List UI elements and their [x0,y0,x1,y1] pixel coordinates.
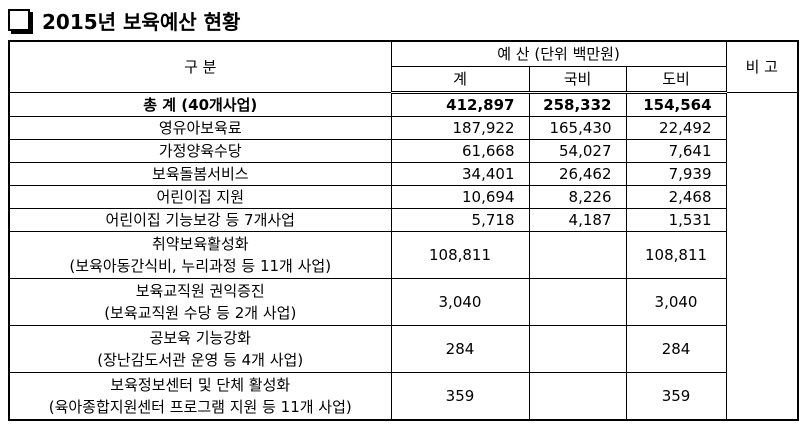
table-row: 영유아보육료 187,922 165,430 22,492 [8,116,798,140]
row-label: 보육돌봄서비스 [8,162,392,186]
amount-cell: 3,040 [625,278,727,326]
amount-cell: 10,694 [390,185,530,209]
table-row: 어린이집 지원 10,694 8,226 2,468 [8,185,798,209]
header-cell: 계 [390,66,530,94]
amount-cell [528,231,627,279]
table-row: 보육정보센터 및 단체 활성화 (육아종합지원센터 프로그램 지원 등 11개 사… [8,372,798,421]
header-cell: 도비 [625,66,727,94]
amount-cell: 108,811 [625,231,727,279]
header-unit: (단위 백만원) [534,45,620,63]
row-label: 총 계 (40개사업) [8,92,392,117]
amount-cell: 165,430 [528,116,627,140]
amount-cell: 7,641 [625,139,727,163]
table-row: 가정양육수당 61,668 54,027 7,641 [8,139,798,163]
amount-cell: 7,939 [625,162,727,186]
row-label: 영유아보육료 [8,116,392,140]
amount-cell: 1,531 [625,208,727,232]
label-line: (장난감도서관 운영 등 4개 사업) [97,351,304,369]
row-label: 어린이집 기능보강 등 7개사업 [8,208,392,232]
amount-cell: 258,332 [528,92,627,117]
remarks-cell [725,92,799,421]
header-row: 계 국비 도비 [9,66,798,94]
amount-cell: 359 [390,372,530,421]
amount-cell: 187,922 [390,116,530,140]
row-label: 공보육 기능강화 (장난감도서관 운영 등 4개 사업) [8,325,392,373]
header-text: 예 산 [497,45,530,63]
header-cell: 구 분 [8,40,392,93]
amount-cell: 61,668 [390,139,530,163]
header-cell: 비 고 [725,40,799,93]
label-line: (육아종합지원센터 프로그램 지원 등 11개 사업) [48,398,352,416]
amount-cell: 22,492 [625,116,727,140]
row-label: 취약보육활성화 (보육아동간식비, 누리과정 등 11개 사업) [8,231,392,279]
label-line: (보육교직원 수당 등 2개 사업) [104,304,297,322]
label-line: 보육정보센터 및 단체 활성화 [110,376,291,394]
amount-cell: 412,897 [390,92,530,117]
budget-table: 구 분 예 산 (단위 백만원) 비 고 계 국비 도비 총 계 (40개사업)… [8,40,800,421]
header-cell: 국비 [528,66,627,94]
table-row: 보육돌봄서비스 34,401 26,462 7,939 [8,162,798,186]
amount-cell: 8,226 [528,185,627,209]
row-label: 보육정보센터 및 단체 활성화 (육아종합지원센터 프로그램 지원 등 11개 사… [8,372,392,421]
label-line: 영유아보육료 [158,119,242,137]
label-line: 총 계 (40개사업) [143,95,258,114]
amount-cell: 284 [625,325,727,373]
table-body: 총 계 (40개사업) 412,897 258,332 154,564 영유아보육료 18… [8,92,799,421]
row-label: 어린이집 지원 [8,185,392,209]
table-row: 공보육 기능강화 (장난감도서관 운영 등 4개 사업) 284 284 [8,325,798,373]
amount-cell: 154,564 [625,92,727,117]
amount-cell: 284 [390,325,530,373]
row-label: 보육교직원 권익증진 (보육교직원 수당 등 2개 사업) [8,278,392,326]
table-row: 어린이집 기능보강 등 7개사업 5,718 4,187 1,531 [8,208,798,232]
label-line: 어린이집 기능보강 등 7개사업 [105,211,295,229]
label-line: 취약보육활성화 [151,235,249,253]
title: 2015년 보육예산 현황 [42,9,241,34]
amount-cell: 2,468 [625,185,727,209]
amount-cell: 34,401 [390,162,530,186]
amount-cell: 108,811 [390,231,530,279]
table-row: 총 계 (40개사업) 412,897 258,332 154,564 [8,92,799,421]
label-line: 가정양육수당 [158,142,242,160]
label-line: 공보육 기능강화 [149,329,251,347]
header-row: 구 분 예 산 (단위 백만원) 비 고 [8,40,799,93]
header-cell: 예 산 (단위 백만원) [390,40,727,67]
amount-cell: 54,027 [528,139,627,163]
amount-cell: 359 [625,372,727,421]
table-row: 취약보육활성화 (보육아동간식비, 누리과정 등 11개 사업) 108,811 10… [8,231,798,279]
amount-cell [528,372,627,421]
amount-cell: 4,187 [528,208,627,232]
amount-cell: 26,462 [528,162,627,186]
label-line: 보육교직원 권익증진 [135,282,265,300]
amount-cell: 3,040 [390,278,530,326]
label-line: 어린이집 지원 [156,188,245,206]
amount-cell [528,325,627,373]
title-bar: 2015년 보육예산 현황 [8,6,240,34]
label-line: 보육돌봄서비스 [151,165,249,183]
checkbox-icon [8,9,30,31]
amount-cell [528,278,627,326]
table-row: 보육교직원 권익증진 (보육교직원 수당 등 2개 사업) 3,040 3,040 [8,278,798,326]
amount-cell: 5,718 [390,208,530,232]
row-label: 가정양육수당 [8,139,392,163]
label-line: (보육아동간식비, 누리과정 등 11개 사업) [69,257,332,275]
